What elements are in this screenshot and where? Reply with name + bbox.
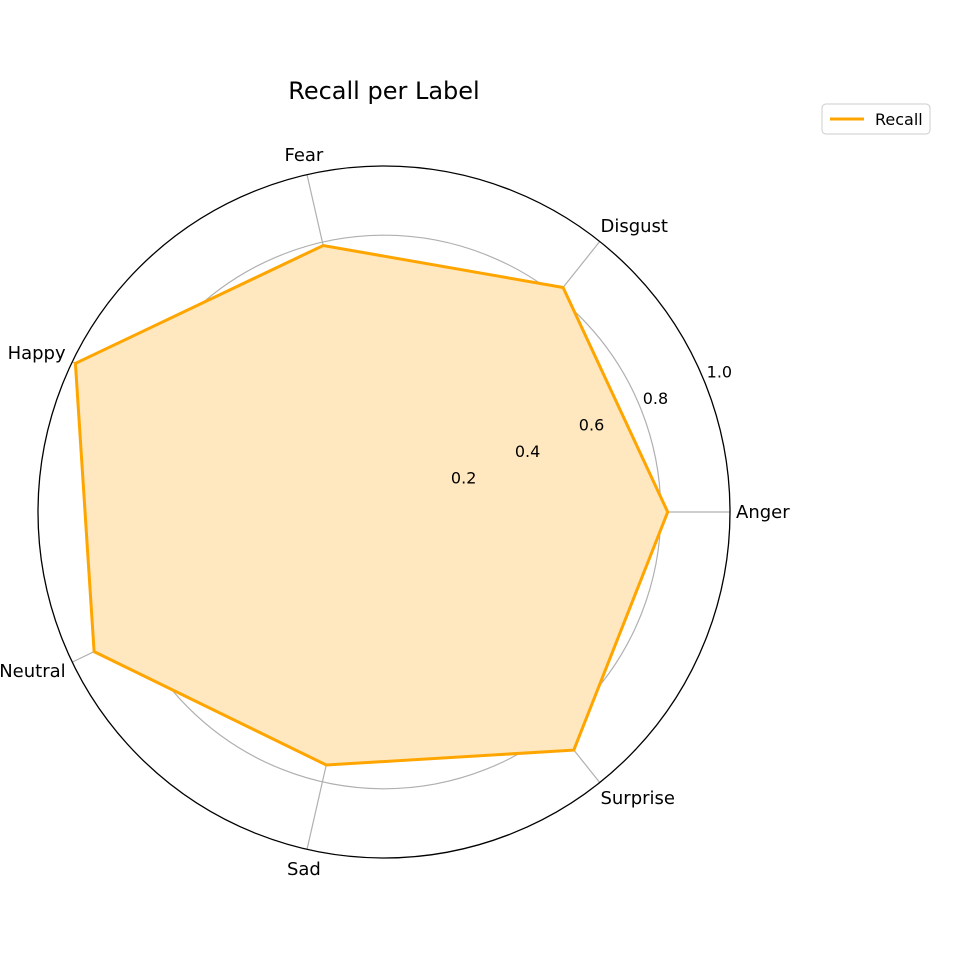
legend-box bbox=[821, 103, 931, 135]
r-tick-label: 0.4 bbox=[515, 442, 540, 461]
outer-circle bbox=[37, 165, 731, 859]
category-label: Anger bbox=[736, 502, 790, 523]
series-line bbox=[73, 243, 670, 767]
category-label: Happy bbox=[8, 343, 66, 364]
r-tick-label: 0.6 bbox=[579, 416, 604, 435]
series-layer bbox=[73, 243, 670, 767]
r-tick-label: 0.8 bbox=[643, 389, 668, 408]
category-label: Surprise bbox=[600, 788, 675, 809]
category-label: Neutral bbox=[0, 661, 66, 682]
label-layer: 0.2 0.4 0.6 0.8 1.0 Anger Disgust Fear Happy Neut… bbox=[0, 145, 790, 880]
series-area bbox=[75, 245, 668, 765]
category-label: Sad bbox=[287, 859, 321, 880]
chart-title: Recall per Label bbox=[288, 77, 479, 105]
r-tick-label: 0.2 bbox=[451, 469, 476, 488]
legend-label: Recall bbox=[875, 110, 923, 129]
category-label: Fear bbox=[284, 145, 323, 166]
r-tick-label: 1.0 bbox=[707, 363, 732, 382]
legend: Recall bbox=[821, 103, 931, 135]
category-label: Disgust bbox=[600, 216, 668, 237]
